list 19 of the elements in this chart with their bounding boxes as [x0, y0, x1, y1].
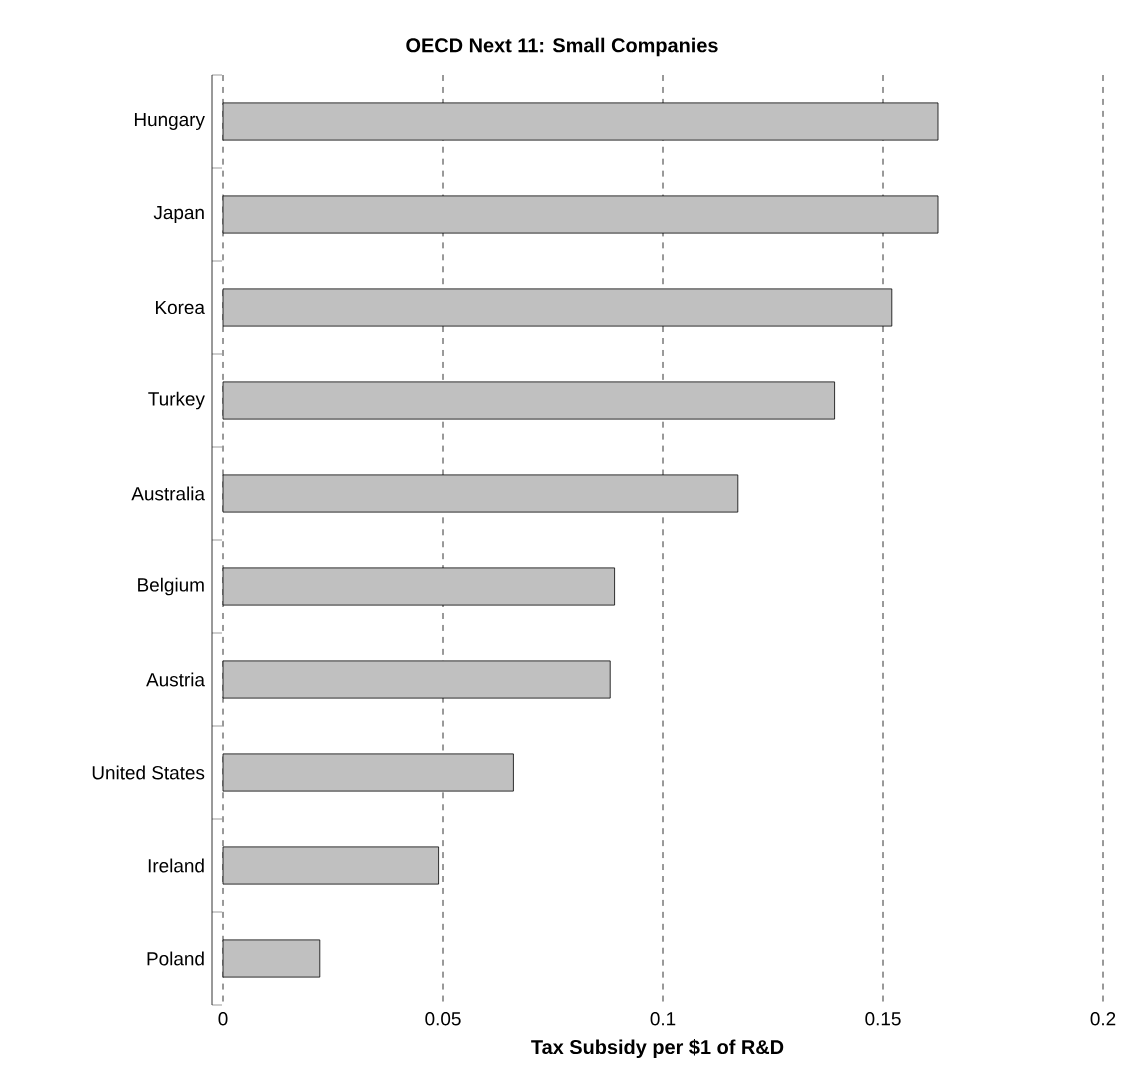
chart-title: OECD Next 11: Small Companies — [406, 37, 718, 57]
y-tick-label: Korea — [156, 301, 205, 315]
y-tick-label: Hungary — [134, 113, 205, 131]
y-tick-label: Japan — [153, 206, 204, 224]
y-tick-label: Ireland — [148, 858, 204, 873]
x-tick-label: 0.2 — [1090, 1012, 1116, 1026]
x-tick-label: 0.15 — [865, 1012, 901, 1026]
y-tick-label: Belgium — [138, 577, 204, 596]
x-tick-label: 0 — [218, 1012, 228, 1026]
y-tick-label: Poland — [147, 951, 204, 966]
y-tick-label: United States — [92, 765, 205, 780]
x-tick-label: 0.05 — [425, 1012, 461, 1026]
y-tick-label: Australia — [131, 486, 205, 501]
bar — [222, 195, 939, 234]
bar — [222, 846, 439, 885]
y-tick-label: Austria — [146, 672, 205, 687]
x-axis-title: Tax Subsidy per $1 of R&D — [531, 1039, 784, 1059]
x-tick-label: 0.1 — [650, 1012, 676, 1026]
y-tick-label: Turkey — [148, 391, 205, 410]
